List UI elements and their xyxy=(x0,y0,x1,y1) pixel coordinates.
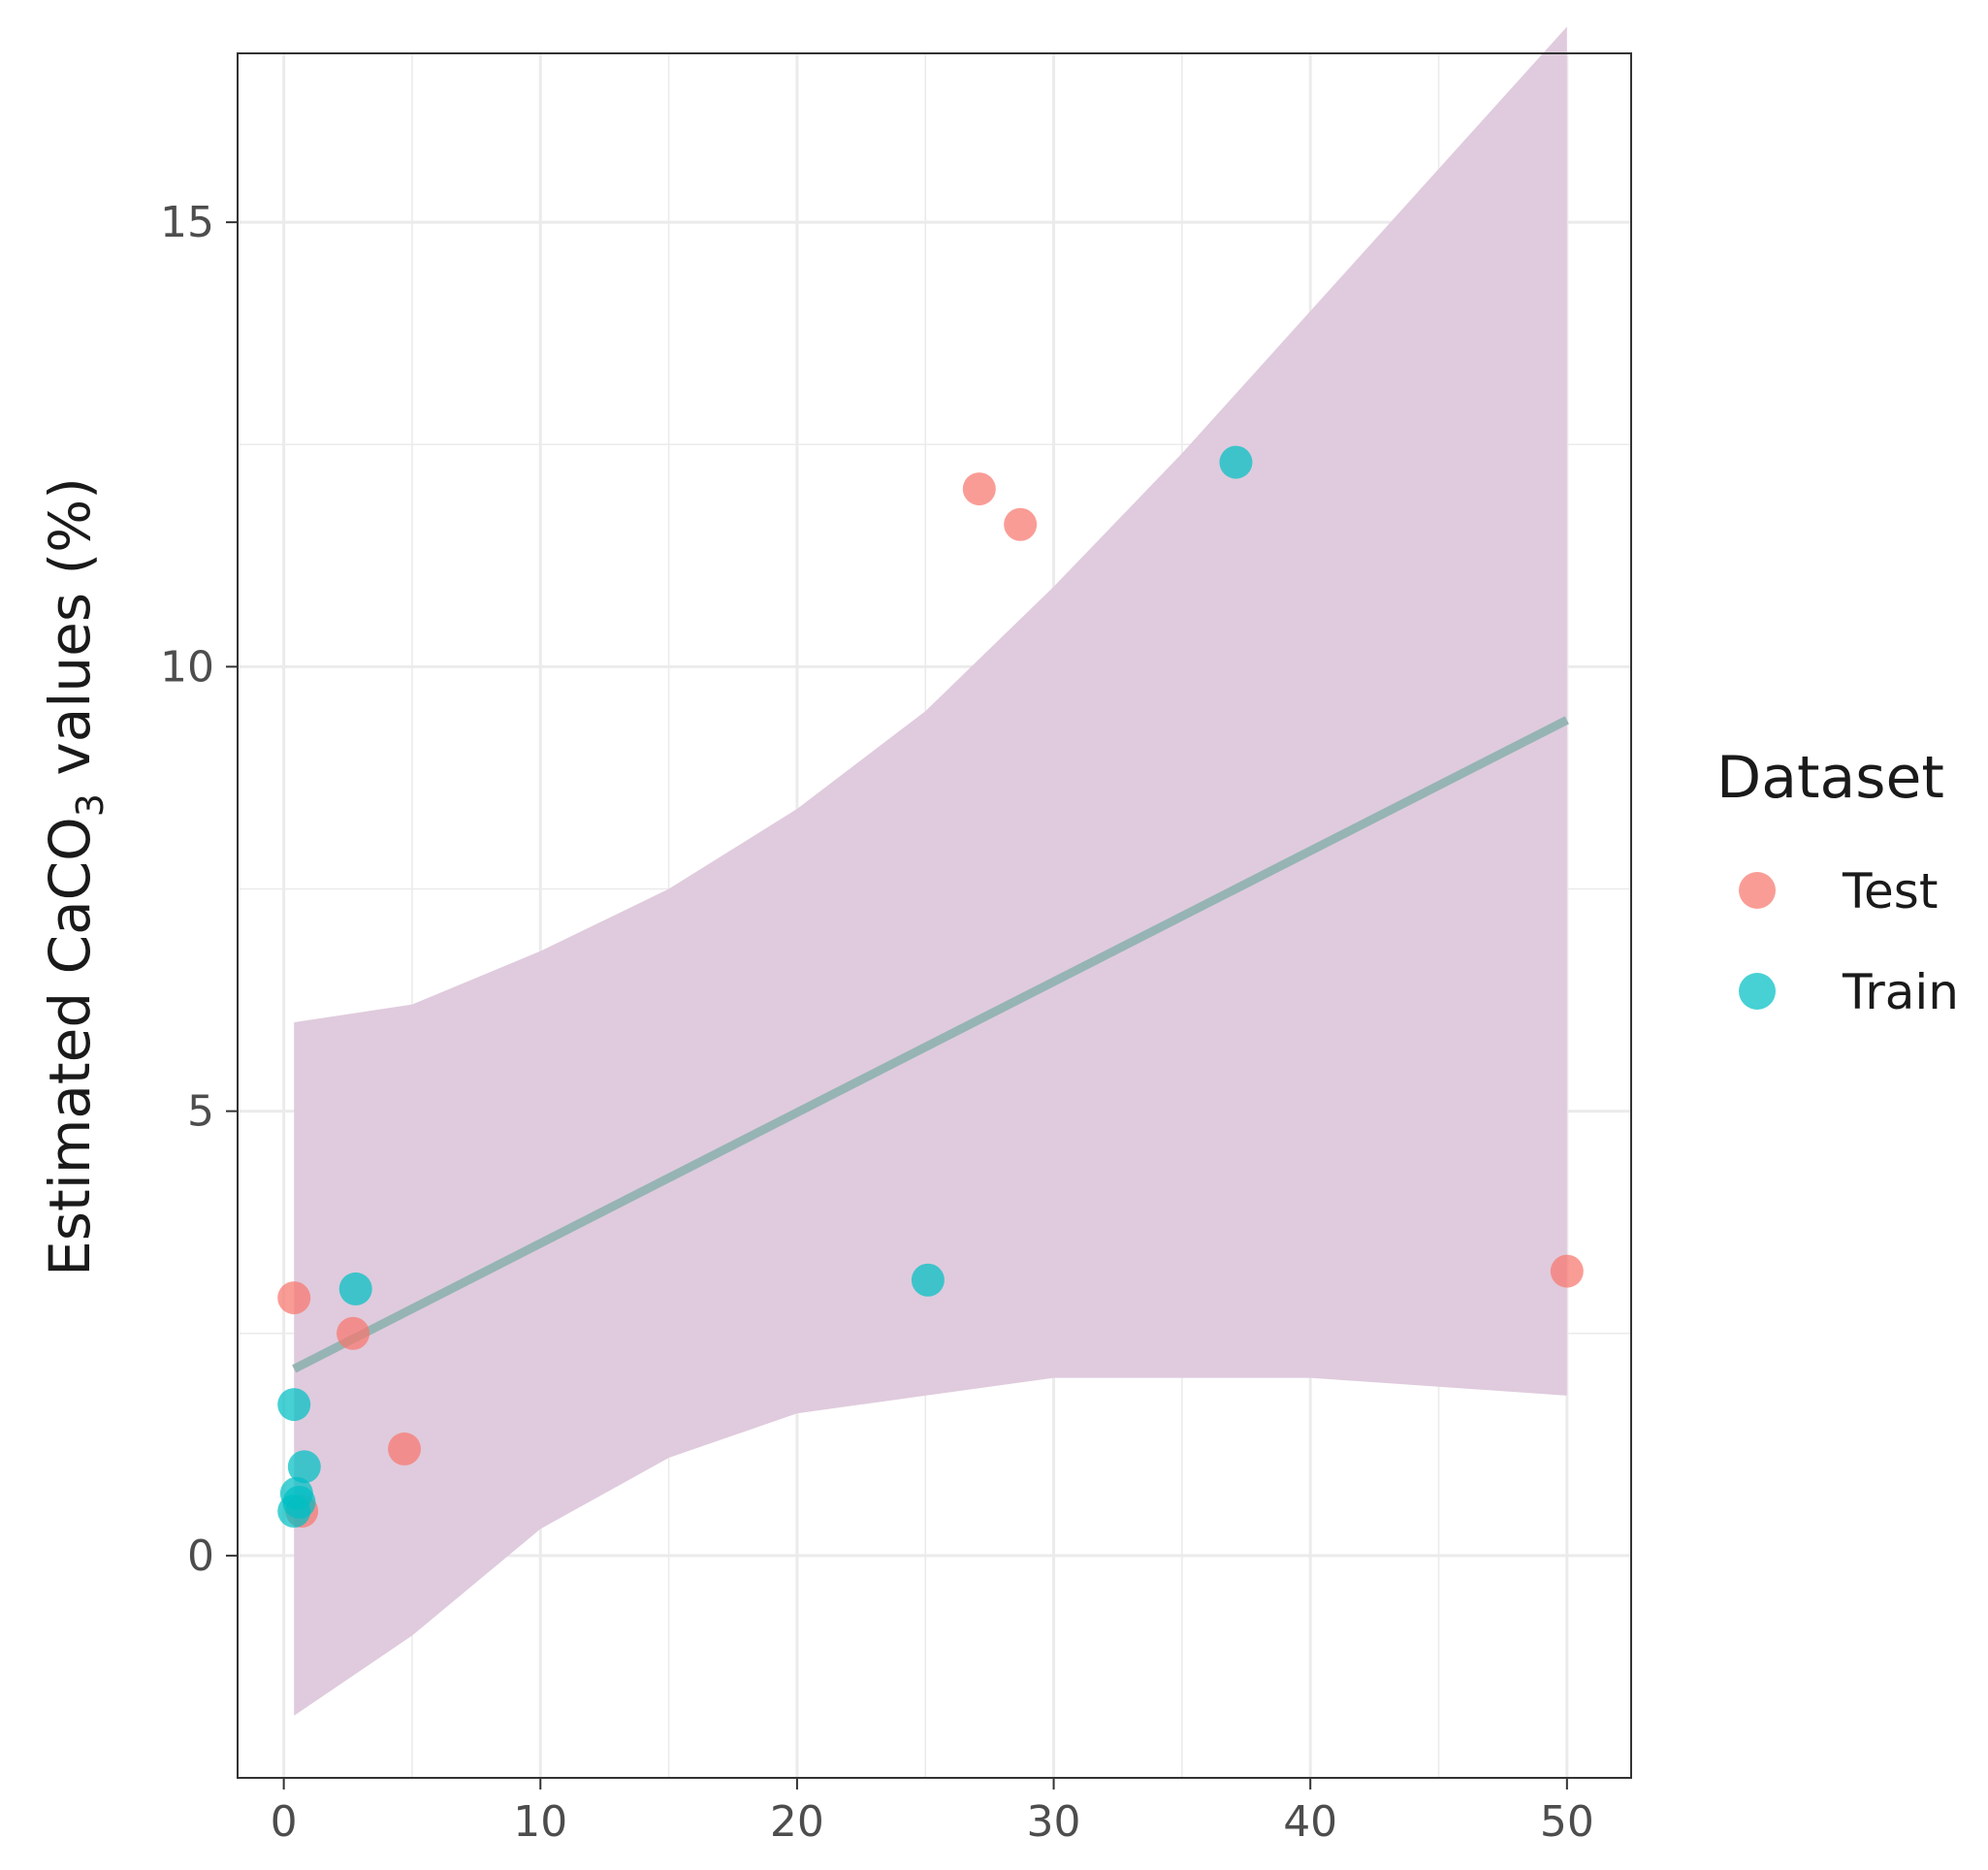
y-axis-title-prefix: Estimated CaCO xyxy=(37,817,103,1276)
x-tick-label: 20 xyxy=(770,1797,824,1847)
legend-title: Dataset xyxy=(1716,744,1944,812)
x-axis-ticks: 0 10 20 30 40 50 xyxy=(271,1778,1594,1847)
y-axis-title-subscript: 3 xyxy=(69,793,112,817)
data-points xyxy=(277,445,1584,1529)
confidence-band xyxy=(294,26,1567,1716)
x-tick-label: 10 xyxy=(513,1797,567,1847)
point-train xyxy=(287,1450,321,1484)
point-test xyxy=(388,1432,422,1466)
point-test xyxy=(1550,1254,1584,1288)
plot-panel-border xyxy=(237,52,1632,1779)
legend-key-test xyxy=(1739,872,1776,909)
x-tick-label: 30 xyxy=(1027,1797,1081,1847)
point-test xyxy=(277,1281,311,1315)
y-tick-label: 0 xyxy=(187,1531,214,1581)
y-tick-label: 15 xyxy=(160,198,214,247)
point-test xyxy=(337,1316,370,1350)
x-tick-label: 0 xyxy=(271,1797,298,1847)
point-train xyxy=(338,1272,372,1306)
y-tick-label: 10 xyxy=(160,642,214,692)
legend: Dataset Test Train xyxy=(1716,744,1959,1020)
y-tick-label: 5 xyxy=(187,1087,214,1137)
legend-label-train: Train xyxy=(1842,964,1959,1020)
point-train xyxy=(1219,445,1253,479)
regression-line xyxy=(292,716,1569,1373)
confidence-band-layer xyxy=(294,26,1567,1716)
legend-entries: Test Train xyxy=(1739,863,1959,1020)
legend-label-test: Test xyxy=(1842,863,1938,919)
x-tick-label: 50 xyxy=(1540,1797,1594,1847)
y-axis-title: Estimated CaCO3 values (%) xyxy=(37,477,112,1276)
point-test xyxy=(962,472,996,506)
x-tick-label: 40 xyxy=(1283,1797,1337,1847)
regression-line-layer xyxy=(292,716,1569,1373)
point-train xyxy=(277,1388,311,1422)
point-train xyxy=(277,1495,311,1529)
point-train xyxy=(911,1263,945,1297)
y-axis-ticks: 0 5 10 15 xyxy=(160,198,238,1581)
legend-key-train xyxy=(1739,973,1776,1010)
point-test xyxy=(1004,507,1038,541)
y-axis-title-suffix: values (%) xyxy=(37,477,103,793)
